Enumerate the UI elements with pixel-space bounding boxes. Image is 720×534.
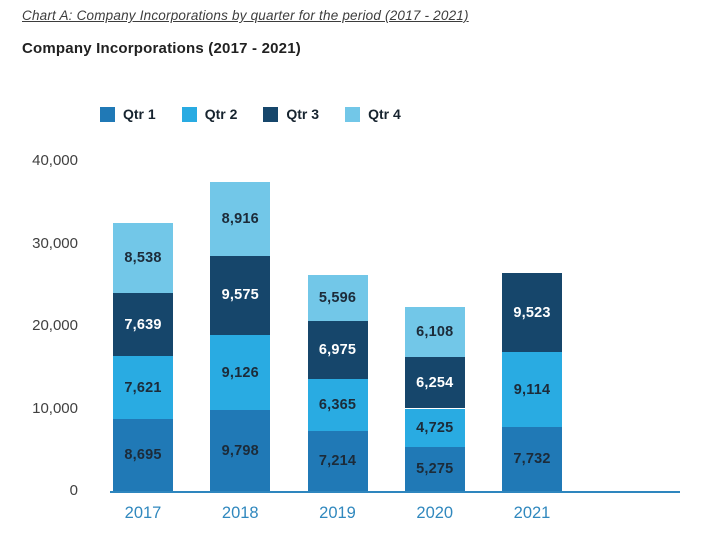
bar-segment-2020-qtr2: 4,725 [404, 408, 465, 448]
bar-value-label: 5,596 [318, 290, 357, 307]
y-axis-tick-label: 30,000 [32, 234, 78, 252]
legend-label: Qtr 1 [123, 106, 156, 122]
bar-value-label: 6,254 [416, 374, 454, 391]
legend-swatch-icon [100, 106, 115, 122]
bar-segment-2018-qtr1: 9,798 [210, 410, 271, 491]
legend-item: Qtr 3 [263, 106, 319, 122]
bar-segment-2019-qtr4: 5,596 [307, 275, 368, 322]
bar-segment-2021-qtr1: 7,732 [502, 427, 562, 491]
bar-value-label: 5,275 [416, 461, 454, 478]
bar-segment-2017-qtr2: 7,621 [113, 356, 173, 420]
bar-value-label: 8,695 [124, 447, 162, 464]
bar-segment-2018-qtr2: 9,126 [210, 334, 271, 411]
bar-value-label: 8,538 [124, 250, 162, 267]
bar-segment-2020-qtr3: 6,254 [404, 356, 465, 409]
bar-value-label: 6,108 [416, 323, 454, 340]
bar-value-label: 8,916 [221, 211, 259, 228]
legend-item: Qtr 4 [345, 106, 401, 122]
bar-segment-2019-qtr1: 7,214 [307, 431, 368, 491]
legend-label: Qtr 3 [286, 106, 320, 122]
y-axis-tick-label: 20,000 [32, 317, 78, 334]
bar-segment-2021-qtr2: 9,114 [502, 352, 562, 428]
legend-swatch-icon [181, 106, 197, 122]
x-axis-line [110, 491, 680, 493]
legend-label: Qtr 2 [204, 106, 238, 122]
bar-segment-2020-qtr1: 5,275 [404, 447, 465, 491]
bar-value-label: 7,732 [513, 451, 551, 468]
bar-segment-2021-qtr3: 9,523 [502, 273, 562, 353]
bar-segment-2018-qtr4: 8,916 [210, 182, 271, 256]
legend-item: Qtr 1 [100, 106, 156, 122]
x-axis-label-2019: 2019 [319, 504, 356, 522]
bar-segment-2019-qtr2: 6,365 [307, 378, 368, 432]
bar-segment-2020-qtr4: 6,108 [404, 306, 465, 357]
bar-segment-2017-qtr3: 7,639 [113, 293, 173, 357]
x-axis-label-2021: 2021 [513, 504, 551, 522]
bar-value-label: 7,214 [318, 453, 357, 470]
bar-value-label: 6,365 [318, 397, 357, 414]
legend-label: Qtr 4 [368, 106, 401, 122]
y-axis-tick-label: 40,000 [32, 152, 78, 169]
legend-swatch-icon [345, 106, 361, 122]
bar-value-label: 7,621 [124, 379, 162, 396]
bar-segment-2017-qtr1: 8,695 [113, 419, 173, 491]
chart-legend: Qtr 1 Qtr 2 Qtr 3 Qtr 4 [100, 106, 401, 122]
bar-value-label: 9,798 [221, 442, 259, 459]
legend-swatch-icon [263, 106, 279, 122]
x-axis-label-2020: 2020 [416, 504, 454, 522]
bar-value-label: 4,725 [416, 419, 454, 436]
bar-value-label: 7,639 [124, 316, 162, 333]
legend-item: Qtr 2 [181, 106, 238, 122]
y-axis-tick-label: 0 [69, 482, 78, 499]
bar-segment-2017-qtr4: 8,538 [113, 222, 173, 294]
bar-value-label: 9,523 [513, 304, 551, 321]
bar-value-label: 9,575 [221, 287, 259, 304]
bar-value-label: 9,126 [221, 364, 259, 381]
x-axis-label-2017: 2017 [124, 504, 162, 522]
chart-title: Company Incorporations (2017 - 2021) [22, 40, 301, 57]
bar-value-label: 9,114 [513, 381, 551, 398]
bar-segment-2018-qtr3: 9,575 [210, 255, 271, 335]
document-title: Chart A: Company Incorporations by quart… [22, 8, 469, 23]
x-axis-label-2018: 2018 [221, 504, 259, 522]
bar-segment-2019-qtr3: 6,975 [307, 321, 368, 379]
bar-value-label: 6,975 [318, 342, 357, 359]
y-axis-tick-label: 10,000 [32, 399, 78, 417]
